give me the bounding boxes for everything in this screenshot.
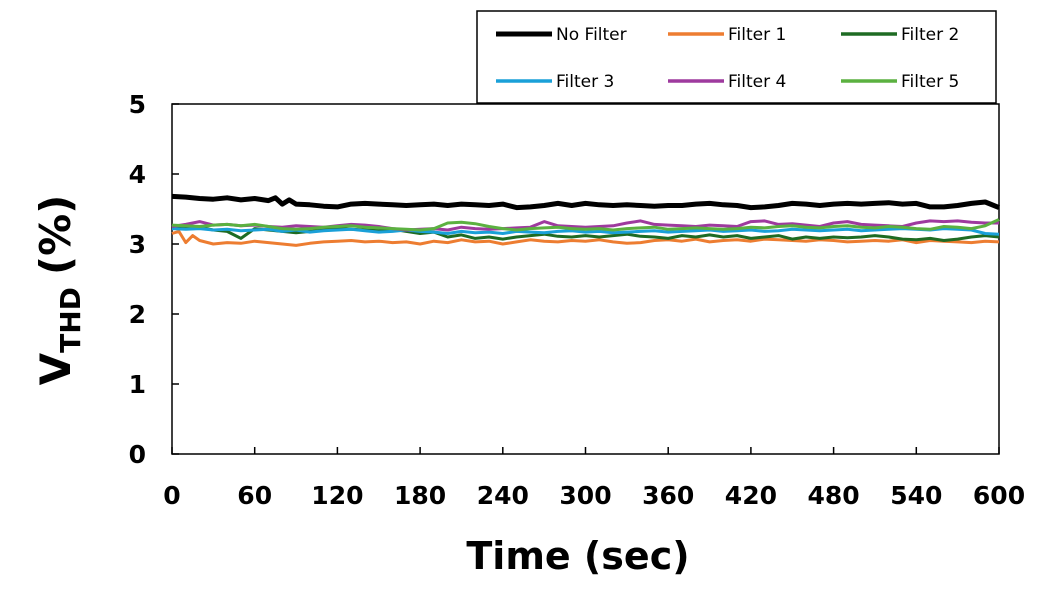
axis-ticks: 0 60 120 180 240 300 360 420 480 540 600 0 1 2 3 4 5 xyxy=(129,90,1026,510)
y-axis-title-suffix: (%) xyxy=(31,195,80,275)
legend-label-no-filter: No Filter xyxy=(556,25,627,45)
x-tick-label: 300 xyxy=(559,481,611,510)
legend-items: No Filter Filter 1 Filter 2 Filter 3 Filter … xyxy=(496,25,959,92)
y-tick-label: 2 xyxy=(129,300,146,329)
series-line-filter-1 xyxy=(171,229,1000,247)
series-layer xyxy=(171,193,1000,247)
y-tick-label: 3 xyxy=(129,230,146,259)
x-tick-label: 240 xyxy=(477,481,529,510)
legend-label-filter-4: Filter 4 xyxy=(728,72,786,92)
x-tick-label: 0 xyxy=(163,481,180,510)
x-tick-label: 60 xyxy=(237,481,272,510)
x-tick-label: 180 xyxy=(394,481,446,510)
legend-label-filter-2: Filter 2 xyxy=(901,25,959,45)
legend-label-filter-3: Filter 3 xyxy=(556,72,614,92)
legend: No Filter Filter 1 Filter 2 Filter 3 Filter … xyxy=(476,10,997,104)
series-line-filter-5 xyxy=(171,218,1000,232)
y-axis-title: VTHD (%) xyxy=(31,195,87,386)
series-line-filter-4 xyxy=(171,219,999,232)
x-tick-label: 600 xyxy=(973,481,1025,510)
legend-label-filter-5: Filter 5 xyxy=(901,72,959,92)
y-tick-label: 1 xyxy=(129,370,146,399)
y-tick-label: 5 xyxy=(129,90,146,119)
x-axis-title: Time (sec) xyxy=(466,534,689,578)
y-axis-title-subscript: THD xyxy=(54,287,87,353)
series-line-filter-3 xyxy=(171,227,1000,236)
y-axis-title-main: V xyxy=(31,352,80,385)
legend-label-filter-1: Filter 1 xyxy=(728,25,786,45)
legend-box xyxy=(476,10,997,104)
x-tick-label: 120 xyxy=(311,481,363,510)
x-tick-label: 480 xyxy=(808,481,860,510)
x-tick-label: 420 xyxy=(725,481,777,510)
series-line-no-filter xyxy=(171,193,1000,211)
y-tick-label: 0 xyxy=(129,440,146,469)
y-tick-label: 4 xyxy=(129,160,146,189)
x-tick-label: 360 xyxy=(642,481,694,510)
x-tick-label: 540 xyxy=(890,481,942,510)
